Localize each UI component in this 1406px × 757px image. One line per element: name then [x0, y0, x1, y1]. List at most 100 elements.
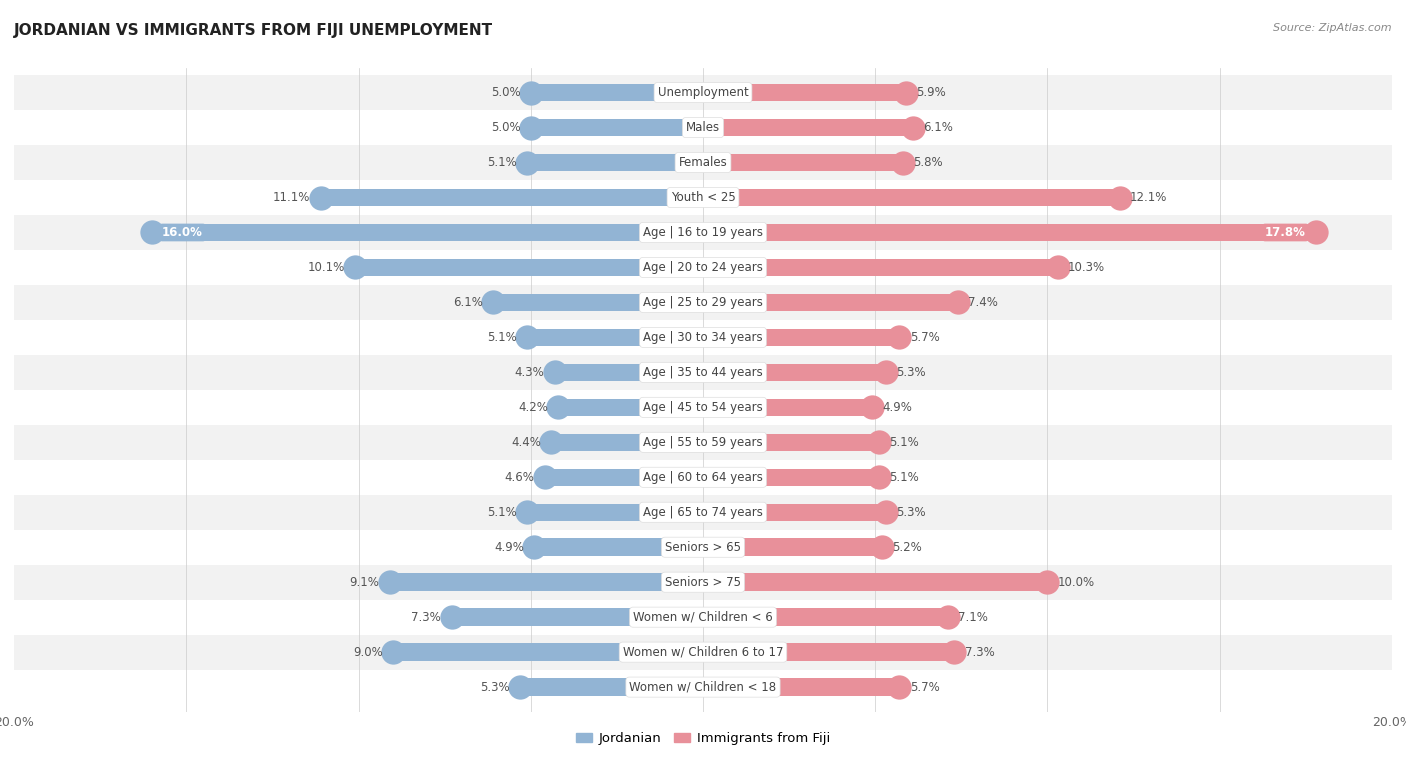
Text: Seniors > 65: Seniors > 65	[665, 540, 741, 553]
Bar	[551, 434, 703, 451]
Bar	[703, 643, 955, 661]
Text: 5.0%: 5.0%	[491, 121, 520, 134]
Bar	[14, 250, 1392, 285]
Bar	[14, 215, 1392, 250]
Bar	[703, 329, 900, 346]
Bar	[14, 390, 1392, 425]
Bar	[703, 678, 900, 696]
Bar	[14, 600, 1392, 634]
Bar	[14, 285, 1392, 320]
Bar	[703, 469, 879, 486]
Bar	[703, 399, 872, 416]
Bar	[14, 495, 1392, 530]
Bar	[558, 399, 703, 416]
Bar	[14, 145, 1392, 180]
Text: Age | 65 to 74 years: Age | 65 to 74 years	[643, 506, 763, 519]
Text: Age | 16 to 19 years: Age | 16 to 19 years	[643, 226, 763, 239]
Bar	[703, 259, 1057, 276]
Bar	[494, 294, 703, 311]
Text: 4.6%: 4.6%	[505, 471, 534, 484]
Bar	[14, 565, 1392, 600]
Text: 5.2%: 5.2%	[893, 540, 922, 553]
Text: 5.1%: 5.1%	[488, 506, 517, 519]
Text: JORDANIAN VS IMMIGRANTS FROM FIJI UNEMPLOYMENT: JORDANIAN VS IMMIGRANTS FROM FIJI UNEMPL…	[14, 23, 494, 38]
Bar	[14, 634, 1392, 670]
Bar	[703, 84, 907, 101]
Bar	[703, 538, 882, 556]
Text: 4.9%: 4.9%	[494, 540, 524, 553]
Text: 7.3%: 7.3%	[965, 646, 994, 659]
Bar	[356, 259, 703, 276]
Bar	[14, 459, 1392, 495]
Bar	[527, 503, 703, 521]
Bar	[14, 425, 1392, 459]
Bar	[14, 180, 1392, 215]
Legend: Jordanian, Immigrants from Fiji: Jordanian, Immigrants from Fiji	[571, 727, 835, 750]
Bar	[531, 119, 703, 136]
Bar	[703, 294, 957, 311]
Text: 5.7%: 5.7%	[910, 681, 939, 693]
Text: 10.1%: 10.1%	[308, 261, 344, 274]
Text: Seniors > 75: Seniors > 75	[665, 575, 741, 589]
Text: 10.0%: 10.0%	[1057, 575, 1095, 589]
Text: 5.1%: 5.1%	[889, 471, 918, 484]
Text: 4.9%: 4.9%	[882, 401, 912, 414]
Bar	[703, 154, 903, 171]
Text: Age | 55 to 59 years: Age | 55 to 59 years	[643, 436, 763, 449]
Bar	[520, 678, 703, 696]
Bar	[703, 434, 879, 451]
Bar	[534, 538, 703, 556]
Text: 6.1%: 6.1%	[453, 296, 482, 309]
Text: 5.0%: 5.0%	[491, 86, 520, 99]
Text: 5.1%: 5.1%	[889, 436, 918, 449]
Bar	[703, 363, 886, 381]
Text: 11.1%: 11.1%	[273, 191, 311, 204]
Text: 10.3%: 10.3%	[1069, 261, 1105, 274]
Bar	[152, 224, 703, 241]
Text: 5.1%: 5.1%	[488, 331, 517, 344]
Text: 9.1%: 9.1%	[349, 575, 380, 589]
Text: 5.7%: 5.7%	[910, 331, 939, 344]
Bar	[321, 188, 703, 206]
Text: 7.1%: 7.1%	[957, 611, 988, 624]
Text: 5.3%: 5.3%	[481, 681, 510, 693]
Text: Age | 60 to 64 years: Age | 60 to 64 years	[643, 471, 763, 484]
Bar	[14, 320, 1392, 355]
Text: Source: ZipAtlas.com: Source: ZipAtlas.com	[1274, 23, 1392, 33]
Text: Women w/ Children < 18: Women w/ Children < 18	[630, 681, 776, 693]
Text: 7.4%: 7.4%	[969, 296, 998, 309]
Text: Women w/ Children 6 to 17: Women w/ Children 6 to 17	[623, 646, 783, 659]
Bar	[555, 363, 703, 381]
Text: Age | 20 to 24 years: Age | 20 to 24 years	[643, 261, 763, 274]
Text: 4.2%: 4.2%	[519, 401, 548, 414]
Text: 17.8%: 17.8%	[1265, 226, 1306, 239]
Text: Males: Males	[686, 121, 720, 134]
Bar	[527, 329, 703, 346]
Bar	[531, 84, 703, 101]
Bar	[389, 574, 703, 591]
Text: Unemployment: Unemployment	[658, 86, 748, 99]
Text: 12.1%: 12.1%	[1130, 191, 1167, 204]
Text: 4.4%: 4.4%	[512, 436, 541, 449]
Text: Women w/ Children < 6: Women w/ Children < 6	[633, 611, 773, 624]
Text: 4.3%: 4.3%	[515, 366, 544, 378]
Text: 5.3%: 5.3%	[896, 366, 925, 378]
Text: 16.0%: 16.0%	[162, 226, 202, 239]
Bar	[703, 609, 948, 626]
Bar	[703, 188, 1119, 206]
Text: Age | 35 to 44 years: Age | 35 to 44 years	[643, 366, 763, 378]
Bar	[703, 119, 912, 136]
Bar	[14, 75, 1392, 110]
Bar	[703, 503, 886, 521]
Text: 5.9%: 5.9%	[917, 86, 946, 99]
Text: Age | 30 to 34 years: Age | 30 to 34 years	[643, 331, 763, 344]
Bar	[14, 355, 1392, 390]
Bar	[527, 154, 703, 171]
Bar	[14, 670, 1392, 705]
Bar	[703, 224, 1316, 241]
Bar	[544, 469, 703, 486]
Text: 5.1%: 5.1%	[488, 156, 517, 169]
Bar	[703, 574, 1047, 591]
Text: Females: Females	[679, 156, 727, 169]
Bar	[392, 643, 703, 661]
